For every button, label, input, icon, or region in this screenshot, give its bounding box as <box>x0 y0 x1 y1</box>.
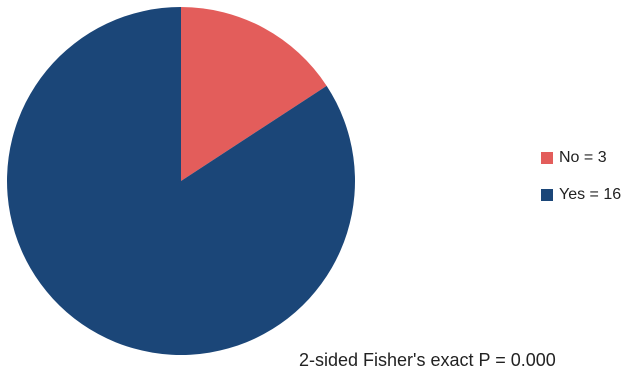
legend-swatch-yes <box>541 189 553 201</box>
legend: No = 3 Yes = 16 <box>541 148 621 222</box>
legend-swatch-no <box>541 152 553 164</box>
legend-label-yes: Yes = 16 <box>559 186 622 203</box>
legend-item-yes: Yes = 16 <box>541 185 621 205</box>
pie-slice-no <box>181 7 327 181</box>
pie-slice-yes <box>7 7 356 355</box>
legend-label-no: No = 3 <box>559 149 607 166</box>
legend-item-no: No = 3 <box>541 148 621 168</box>
fisher-exact-annotation: 2-sided Fisher's exact P = 0.000 <box>299 350 556 370</box>
